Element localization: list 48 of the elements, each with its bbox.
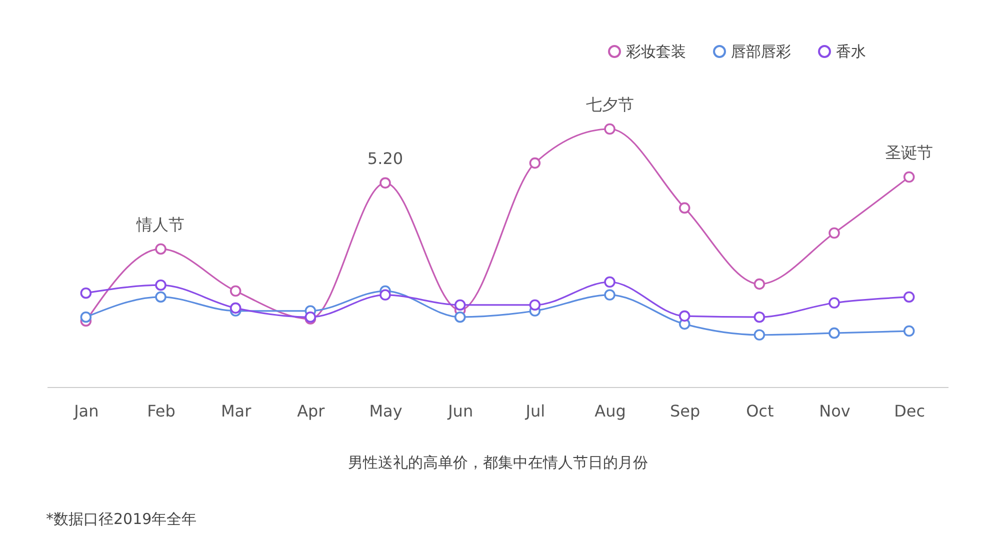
point <box>754 329 766 341</box>
x-tick-label: Feb <box>147 402 176 420</box>
point <box>80 287 92 299</box>
point <box>454 299 466 311</box>
point <box>828 227 840 239</box>
point <box>903 291 915 303</box>
x-tick-label: Apr <box>297 402 326 420</box>
point <box>529 299 541 311</box>
point <box>380 289 391 301</box>
legend-label: 彩妆套装 <box>626 42 686 61</box>
annotation: 情人节 <box>136 214 185 234</box>
point <box>678 202 690 214</box>
point <box>155 243 166 255</box>
annotation: 5.20 <box>367 148 404 168</box>
point <box>604 276 616 288</box>
point <box>529 157 541 169</box>
point <box>155 291 166 303</box>
x-tick-label: Nov <box>819 402 850 420</box>
point <box>380 177 391 189</box>
x-tick-label: Oct <box>746 402 774 420</box>
point <box>828 327 840 339</box>
x-tick-label: May <box>369 402 402 420</box>
legend-label: 唇部唇彩 <box>731 42 791 61</box>
x-tick-label: Sep <box>670 402 700 420</box>
x-tick-label: Jun <box>447 402 474 420</box>
point <box>155 279 166 291</box>
point <box>754 311 766 323</box>
x-tick-label: Jan <box>73 402 99 420</box>
annotation: 圣诞节 <box>885 142 934 162</box>
x-tick-label: Aug <box>594 402 626 420</box>
point <box>903 171 915 183</box>
point <box>230 285 242 297</box>
point <box>604 289 616 301</box>
point <box>678 310 690 322</box>
point <box>80 311 92 323</box>
point <box>230 302 242 314</box>
x-axis-title: 男性送礼的高单价，都集中在情人节日的月份 <box>348 454 648 472</box>
point <box>903 325 915 337</box>
point <box>604 123 616 135</box>
point <box>828 297 840 309</box>
point <box>454 311 466 323</box>
point <box>754 278 766 290</box>
legend-label: 香水 <box>836 42 866 61</box>
annotation: 七夕节 <box>586 95 634 114</box>
text: *数据口径2019年全年 <box>46 510 197 528</box>
x-tick-label: Jul <box>524 402 546 420</box>
x-tick-label: Dec <box>894 402 926 420</box>
x-tick-label: Mar <box>220 402 252 420</box>
